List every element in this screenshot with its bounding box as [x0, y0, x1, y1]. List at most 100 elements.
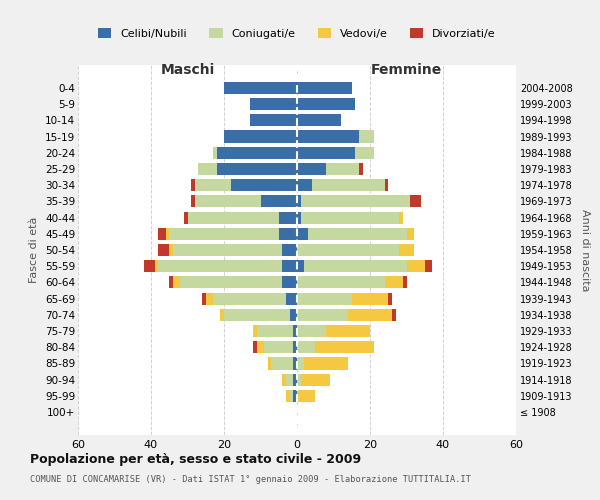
Bar: [191, 179, 195, 191]
Bar: [217, 163, 297, 175]
Bar: [195, 179, 232, 191]
Bar: [326, 163, 359, 175]
Bar: [293, 374, 297, 386]
Bar: [301, 212, 399, 224]
Bar: [293, 341, 297, 353]
Bar: [359, 163, 362, 175]
Bar: [297, 212, 301, 224]
Bar: [425, 260, 432, 272]
Bar: [399, 212, 403, 224]
Bar: [260, 196, 297, 207]
Bar: [155, 260, 158, 272]
Bar: [385, 276, 403, 288]
Bar: [297, 374, 301, 386]
Bar: [290, 309, 297, 321]
Bar: [297, 341, 315, 353]
Bar: [297, 325, 326, 337]
Bar: [158, 228, 166, 240]
Bar: [202, 292, 206, 304]
Bar: [169, 276, 173, 288]
Bar: [304, 358, 348, 370]
Bar: [144, 260, 155, 272]
Bar: [410, 196, 421, 207]
Bar: [173, 276, 180, 288]
Bar: [213, 146, 217, 159]
Bar: [195, 196, 260, 207]
Bar: [297, 260, 304, 272]
Bar: [199, 163, 217, 175]
Bar: [264, 341, 293, 353]
Bar: [158, 260, 283, 272]
Bar: [286, 292, 297, 304]
Bar: [297, 179, 311, 191]
Bar: [253, 341, 257, 353]
Bar: [250, 98, 297, 110]
Bar: [213, 292, 286, 304]
Bar: [290, 390, 293, 402]
Bar: [297, 163, 326, 175]
Bar: [352, 292, 388, 304]
Bar: [297, 390, 315, 402]
Bar: [283, 244, 297, 256]
Bar: [224, 309, 290, 321]
Bar: [326, 325, 370, 337]
Y-axis label: Anni di nascita: Anni di nascita: [580, 209, 590, 291]
Bar: [169, 244, 173, 256]
Bar: [359, 130, 374, 142]
Bar: [286, 390, 290, 402]
Bar: [279, 212, 297, 224]
Bar: [293, 325, 297, 337]
Bar: [297, 114, 341, 126]
Bar: [388, 292, 392, 304]
Bar: [250, 114, 297, 126]
Bar: [224, 82, 297, 94]
Bar: [315, 341, 374, 353]
Bar: [407, 260, 425, 272]
Bar: [403, 276, 407, 288]
Bar: [257, 325, 293, 337]
Bar: [293, 358, 297, 370]
Bar: [297, 276, 385, 288]
Bar: [187, 212, 279, 224]
Bar: [304, 260, 407, 272]
Bar: [311, 179, 385, 191]
Bar: [173, 244, 283, 256]
Bar: [257, 341, 264, 353]
Bar: [308, 228, 407, 240]
Bar: [180, 276, 283, 288]
Bar: [301, 374, 330, 386]
Bar: [268, 358, 271, 370]
Bar: [220, 309, 224, 321]
Bar: [158, 244, 169, 256]
Bar: [283, 374, 286, 386]
Bar: [297, 292, 352, 304]
Bar: [217, 146, 297, 159]
Bar: [166, 228, 169, 240]
Bar: [184, 212, 187, 224]
Bar: [301, 196, 410, 207]
Text: Popolazione per età, sesso e stato civile - 2009: Popolazione per età, sesso e stato civil…: [30, 452, 361, 466]
Bar: [232, 179, 297, 191]
Bar: [224, 130, 297, 142]
Bar: [297, 196, 301, 207]
Bar: [407, 228, 414, 240]
Legend: Celibi/Nubili, Coniugati/e, Vedovi/e, Divorziati/e: Celibi/Nubili, Coniugati/e, Vedovi/e, Di…: [92, 22, 502, 44]
Bar: [297, 146, 355, 159]
Bar: [385, 179, 388, 191]
Bar: [279, 228, 297, 240]
Bar: [297, 130, 359, 142]
Bar: [297, 98, 355, 110]
Text: COMUNE DI CONCAMARISE (VR) - Dati ISTAT 1° gennaio 2009 - Elaborazione TUTTITALI: COMUNE DI CONCAMARISE (VR) - Dati ISTAT …: [30, 476, 471, 484]
Bar: [286, 374, 293, 386]
Bar: [271, 358, 293, 370]
Bar: [253, 325, 257, 337]
Bar: [297, 82, 352, 94]
Bar: [293, 390, 297, 402]
Y-axis label: Fasce di età: Fasce di età: [29, 217, 40, 283]
Bar: [297, 358, 304, 370]
Text: Femmine: Femmine: [371, 62, 442, 76]
Bar: [348, 309, 392, 321]
Bar: [169, 228, 279, 240]
Bar: [399, 244, 414, 256]
Bar: [297, 244, 399, 256]
